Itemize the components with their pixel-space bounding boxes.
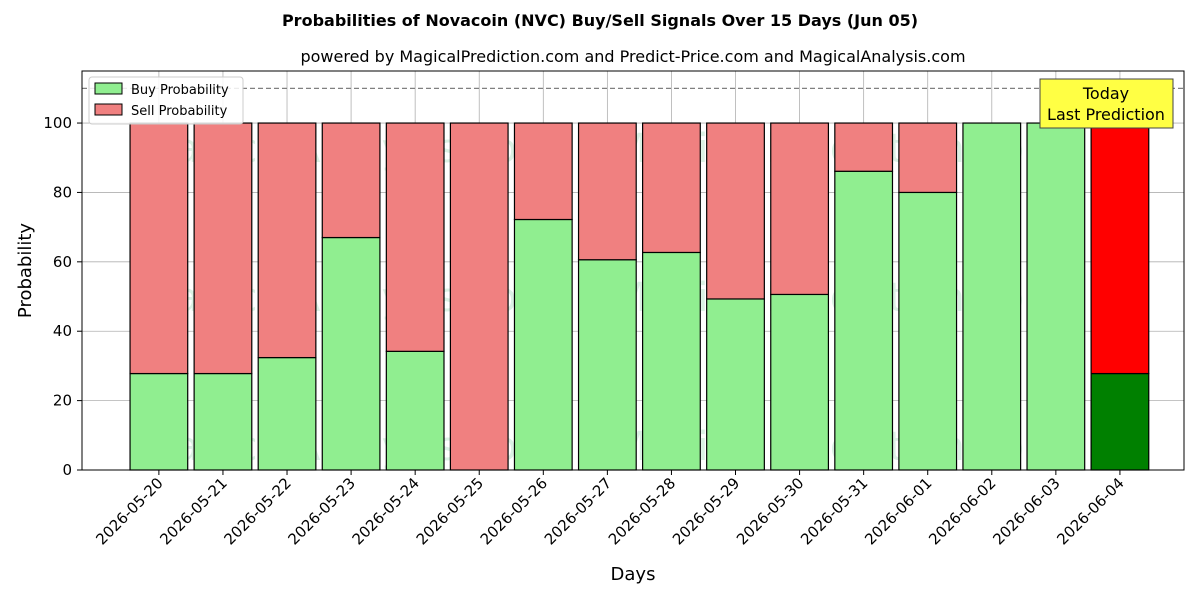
x-tick-label: 2026-06-01 bbox=[861, 474, 935, 548]
y-tick-label: 100 bbox=[43, 114, 72, 132]
legend: Buy Probability Sell Probability bbox=[88, 76, 244, 125]
buy-bar bbox=[898, 191, 958, 471]
legend-box bbox=[88, 76, 244, 125]
x-axis: 2026-05-202026-05-212026-05-222026-05-23… bbox=[92, 470, 1128, 548]
x-axis-label: Days bbox=[611, 564, 656, 585]
annotation-today: Today bbox=[1082, 84, 1129, 103]
buy-bar bbox=[129, 372, 189, 471]
x-tick-label: 2026-05-25 bbox=[413, 474, 487, 548]
sell-bar bbox=[449, 122, 509, 471]
y-axis: 0 20 40 60 80 100 bbox=[43, 114, 82, 479]
bars bbox=[129, 122, 1150, 471]
sell-bar bbox=[898, 122, 958, 194]
buy-bar bbox=[1026, 122, 1086, 471]
x-tick-label: 2026-06-03 bbox=[989, 474, 1063, 548]
plot-frame bbox=[81, 70, 1185, 471]
sell-bar bbox=[706, 122, 765, 300]
sell-bar bbox=[385, 122, 445, 352]
x-tick-label: 2026-05-29 bbox=[669, 474, 743, 548]
x-tick-label: 2026-05-28 bbox=[605, 474, 679, 548]
sell-bar bbox=[770, 122, 830, 296]
x-tick-label: 2026-05-30 bbox=[733, 474, 807, 548]
buy-bar bbox=[962, 122, 1022, 471]
y-tick-label: 0 bbox=[62, 461, 72, 479]
annotation-last-prediction: Last Prediction bbox=[1047, 105, 1165, 124]
sell-bar bbox=[834, 122, 894, 172]
sell-bar bbox=[513, 122, 573, 221]
today-annotation: Today Last Prediction bbox=[1039, 78, 1174, 129]
buy-bar bbox=[1090, 372, 1150, 471]
legend-swatch bbox=[94, 103, 123, 116]
buy-bar bbox=[706, 298, 765, 471]
buy-bar bbox=[642, 251, 701, 471]
y-tick-label: 20 bbox=[53, 392, 72, 410]
legend-swatch bbox=[94, 82, 123, 95]
y-tick-label: 60 bbox=[53, 253, 72, 271]
sell-bar bbox=[642, 122, 701, 254]
legend-label: Buy Probability bbox=[131, 83, 229, 98]
x-tick-label: 2026-05-24 bbox=[349, 474, 423, 548]
sell-bar bbox=[321, 122, 381, 239]
x-tick-label: 2026-06-04 bbox=[1053, 474, 1127, 548]
x-tick-label: 2026-05-21 bbox=[156, 474, 230, 548]
chart-title: Probabilities of Novacoin (NVC) Buy/Sell… bbox=[282, 11, 918, 30]
buy-bar bbox=[577, 259, 637, 471]
y-tick-label: 40 bbox=[53, 322, 72, 340]
sell-bar bbox=[1090, 122, 1150, 375]
x-tick-label: 2026-05-22 bbox=[220, 474, 294, 548]
buy-bar bbox=[770, 293, 830, 471]
sell-bar bbox=[577, 122, 637, 261]
annotation-box bbox=[1039, 78, 1174, 129]
x-tick-label: 2026-05-31 bbox=[797, 474, 871, 548]
y-axis-label: Probability bbox=[15, 223, 36, 318]
buy-bar bbox=[513, 218, 573, 471]
x-tick-label: 2026-05-23 bbox=[285, 474, 359, 548]
buy-bar bbox=[321, 236, 381, 471]
y-tick-label: 80 bbox=[53, 183, 72, 201]
chart-subtitle: powered by MagicalPrediction.com and Pre… bbox=[300, 47, 965, 66]
buy-bar bbox=[834, 170, 894, 471]
x-tick-label: 2026-06-02 bbox=[925, 474, 999, 548]
buy-bar bbox=[385, 350, 445, 471]
x-tick-label: 2026-05-20 bbox=[92, 474, 166, 548]
sell-bar bbox=[129, 122, 189, 375]
x-tick-label: 2026-05-26 bbox=[477, 474, 551, 548]
x-tick-label: 2026-05-27 bbox=[541, 474, 615, 548]
legend-label: Sell Probability bbox=[131, 104, 228, 119]
buy-bar bbox=[193, 372, 253, 471]
sell-bar bbox=[257, 122, 317, 359]
buy-bar bbox=[257, 356, 317, 471]
sell-bar bbox=[193, 122, 253, 375]
